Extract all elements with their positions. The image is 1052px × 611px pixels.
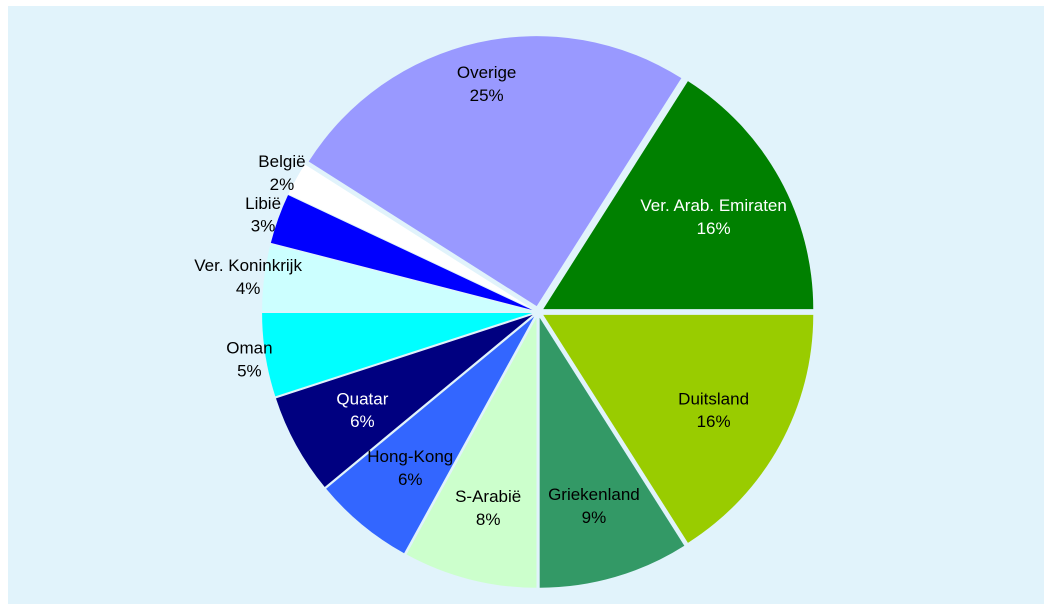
slice-label-name: Overige — [457, 63, 517, 82]
slice-label-value: 6% — [398, 470, 423, 489]
slice-label-name: België — [258, 152, 305, 171]
pie-slice — [288, 164, 533, 310]
slice-label-name: Griekenland — [548, 485, 640, 504]
slice-label-value: 3% — [251, 217, 276, 236]
slice-label-name: Libië — [245, 194, 281, 213]
slice-label-name: S-Arabië — [455, 487, 521, 506]
slice-label: Oman 5% — [226, 338, 272, 380]
slice-label: Ver. Arab. Emiraten 16% — [640, 196, 786, 238]
slice-label-name: Quatar — [336, 389, 388, 408]
slice-label-name: Oman — [226, 338, 272, 357]
pie-slice — [326, 316, 535, 554]
slice-label-name: Ver. Arab. Emiraten — [640, 196, 786, 215]
slice-label: Duitsland 16% — [678, 389, 749, 431]
slice-label-value: 8% — [476, 510, 501, 529]
slice-label-name: Duitsland — [678, 389, 749, 408]
slice-label: Hong-Kong 6% — [367, 447, 453, 489]
slice-label: België 2% — [258, 152, 305, 194]
pie-slice — [406, 317, 537, 588]
slice-label-value: 5% — [237, 361, 262, 380]
pie-slice — [262, 312, 533, 397]
slice-label-name: Hong-Kong — [367, 447, 453, 466]
slice-label: Griekenland 9% — [548, 485, 640, 527]
pie-slice — [262, 244, 533, 312]
slice-label: Overige 25% — [457, 63, 517, 105]
slice-label-value: 9% — [582, 508, 607, 527]
pie-slice — [308, 36, 682, 307]
slice-label: Ver. Koninkrijk 4% — [194, 256, 302, 298]
pie-slice — [543, 81, 814, 310]
slice-label: Libië 3% — [245, 194, 281, 236]
slice-label-value: 25% — [470, 86, 504, 105]
slice-label: S-Arabië 8% — [455, 487, 521, 529]
slice-label-value: 6% — [350, 412, 375, 431]
pie-slice — [539, 317, 685, 588]
pie-slice — [270, 195, 533, 310]
pie-slice — [543, 314, 814, 543]
pie-slice — [275, 314, 533, 487]
slice-label-name: Ver. Koninkrijk — [194, 256, 302, 275]
slice-label-value: 16% — [697, 219, 731, 238]
slice-label-value: 4% — [236, 279, 261, 298]
slice-label-value: 16% — [697, 412, 731, 431]
slice-label-value: 2% — [270, 175, 295, 194]
slice-label: Quatar 6% — [336, 389, 388, 431]
